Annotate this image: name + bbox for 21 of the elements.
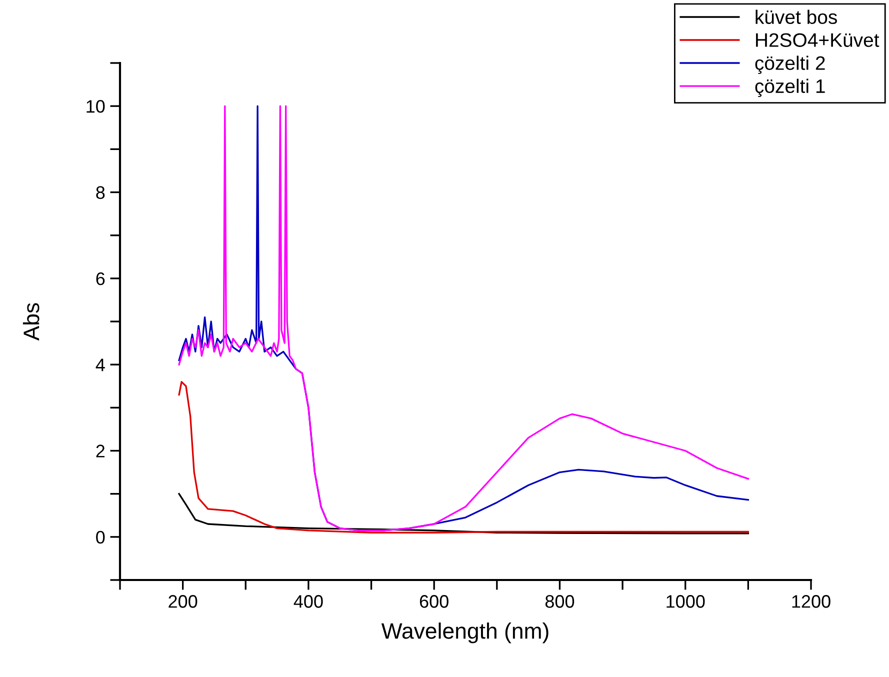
legend-label: çözelti 1 [755, 78, 825, 97]
y-axis-title: Abs [22, 303, 40, 341]
y-tick-label: 0 [96, 530, 105, 544]
y-tick-label: 8 [96, 186, 105, 199]
y-tick-label: 4 [96, 358, 105, 372]
legend-label: küvet bos [756, 10, 837, 24]
line-series [178, 493, 750, 534]
x-tick-label: 800 [545, 595, 574, 608]
y-tick-label: 6 [96, 272, 105, 286]
x-tick-label: 1000 [666, 595, 705, 608]
y-tick-label: 10 [86, 100, 105, 113]
x-axis-title: Wavelength (nm) [381, 622, 548, 644]
legend-label: çözelti 2 [755, 56, 825, 74]
x-tick-label: 600 [420, 595, 448, 608]
x-tick-label: 400 [294, 595, 323, 608]
line-series [178, 380, 750, 534]
line-series [178, 105, 750, 532]
legend-label: H2SO4+Küvet [756, 33, 880, 47]
y-tick-label: 2 [96, 444, 105, 458]
x-tick-label: 1200 [792, 595, 830, 608]
x-tick-label: 200 [168, 595, 198, 608]
